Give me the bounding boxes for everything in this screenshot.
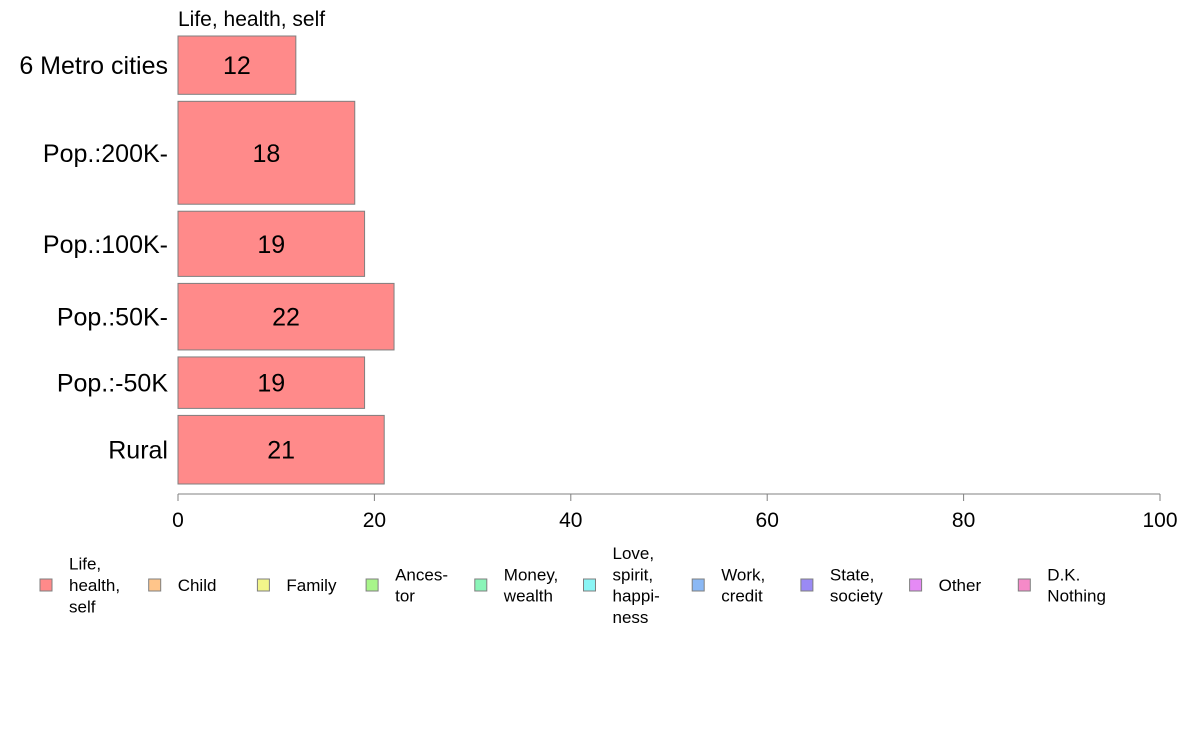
x-tick-label: 100 xyxy=(1142,509,1177,532)
bar-segment xyxy=(177,356,366,409)
legend-label: Money, xyxy=(504,565,559,584)
bar-value-label: 21 xyxy=(267,437,295,465)
legend-label: wealth xyxy=(503,587,553,606)
legend-label: credit xyxy=(721,587,763,606)
legend-item: Ances-tor xyxy=(365,565,448,606)
category-label: Pop.:-50K xyxy=(57,370,169,398)
legend-item: Child xyxy=(148,576,217,595)
bar-labels: 12 18 19 22 19 21 xyxy=(223,52,300,465)
category-label: Pop.:200K- xyxy=(43,140,168,168)
legend-item: Work, credit xyxy=(691,565,765,606)
legend-label: health, xyxy=(69,576,120,595)
bar-value-label: 19 xyxy=(257,370,285,398)
legend-item: Money, wealth xyxy=(474,565,559,606)
legend-item: Love, spirit, happi-ness xyxy=(583,544,660,627)
category-label: Pop.:50K- xyxy=(57,304,168,332)
legend-label: Love, xyxy=(613,544,655,563)
x-axis: 0 20 40 60 80 100 xyxy=(172,493,1178,532)
legend-label: spirit, xyxy=(613,565,654,584)
legend-swatch xyxy=(583,578,596,592)
category-label: 6 Metro cities xyxy=(19,52,168,80)
bar-segment xyxy=(177,100,356,205)
bars xyxy=(177,35,395,485)
x-tick-label: 60 xyxy=(756,509,779,532)
legend-label: tor xyxy=(395,587,415,606)
x-tick-label: 40 xyxy=(559,509,582,532)
legend-swatch xyxy=(256,578,270,592)
legend-swatch xyxy=(691,578,705,592)
bar-value-label: 12 xyxy=(223,52,251,80)
legend-label: Family xyxy=(286,576,337,595)
legend-label: Nothing xyxy=(1047,587,1106,606)
bar-value-label: 19 xyxy=(257,231,285,259)
legend-item: Life, health, self xyxy=(39,555,120,616)
legend-swatch xyxy=(474,578,488,592)
legend-swatch xyxy=(800,578,814,592)
legend-item: State, society xyxy=(800,565,883,606)
legend: Life, health, self Child Family Ances-tor Mone… xyxy=(39,544,1106,627)
category-labels: 6 Metro cities Pop.:200K- Pop.:100K- Pop.:5… xyxy=(19,52,168,465)
bar-value-label: 22 xyxy=(272,304,300,332)
legend-label: Other xyxy=(939,576,982,595)
category-label: Pop.:100K- xyxy=(43,231,168,259)
legend-label: Ances- xyxy=(395,565,448,584)
bar-segment xyxy=(177,35,297,95)
x-tick-label: 80 xyxy=(952,509,975,532)
legend-swatch xyxy=(365,578,379,592)
legend-item: Family xyxy=(256,576,337,595)
legend-item: D.K. Nothing xyxy=(1017,565,1106,606)
legend-label: self xyxy=(69,597,96,616)
legend-label: Work, xyxy=(721,565,765,584)
legend-label: D.K. xyxy=(1047,565,1080,584)
legend-swatch xyxy=(39,578,53,592)
legend-label: ness xyxy=(613,608,649,627)
legend-label: Child xyxy=(178,576,217,595)
legend-swatch xyxy=(909,578,923,592)
legend-label: State, xyxy=(830,565,874,584)
bar-value-label: 18 xyxy=(252,140,280,168)
x-tick-label: 20 xyxy=(363,509,386,532)
category-label: Rural xyxy=(108,437,168,465)
bar-segment xyxy=(177,282,395,351)
bar-segment xyxy=(177,414,385,485)
legend-label: Life, xyxy=(69,555,101,574)
legend-label: society xyxy=(830,587,883,606)
bar-segment xyxy=(177,210,366,277)
legend-item: Other xyxy=(909,576,982,595)
x-tick-label: 0 xyxy=(172,509,184,532)
legend-swatch xyxy=(1017,578,1031,592)
chart-title: Life, health, self xyxy=(178,8,325,31)
legend-swatch xyxy=(148,578,162,592)
legend-label: happi- xyxy=(613,587,660,606)
